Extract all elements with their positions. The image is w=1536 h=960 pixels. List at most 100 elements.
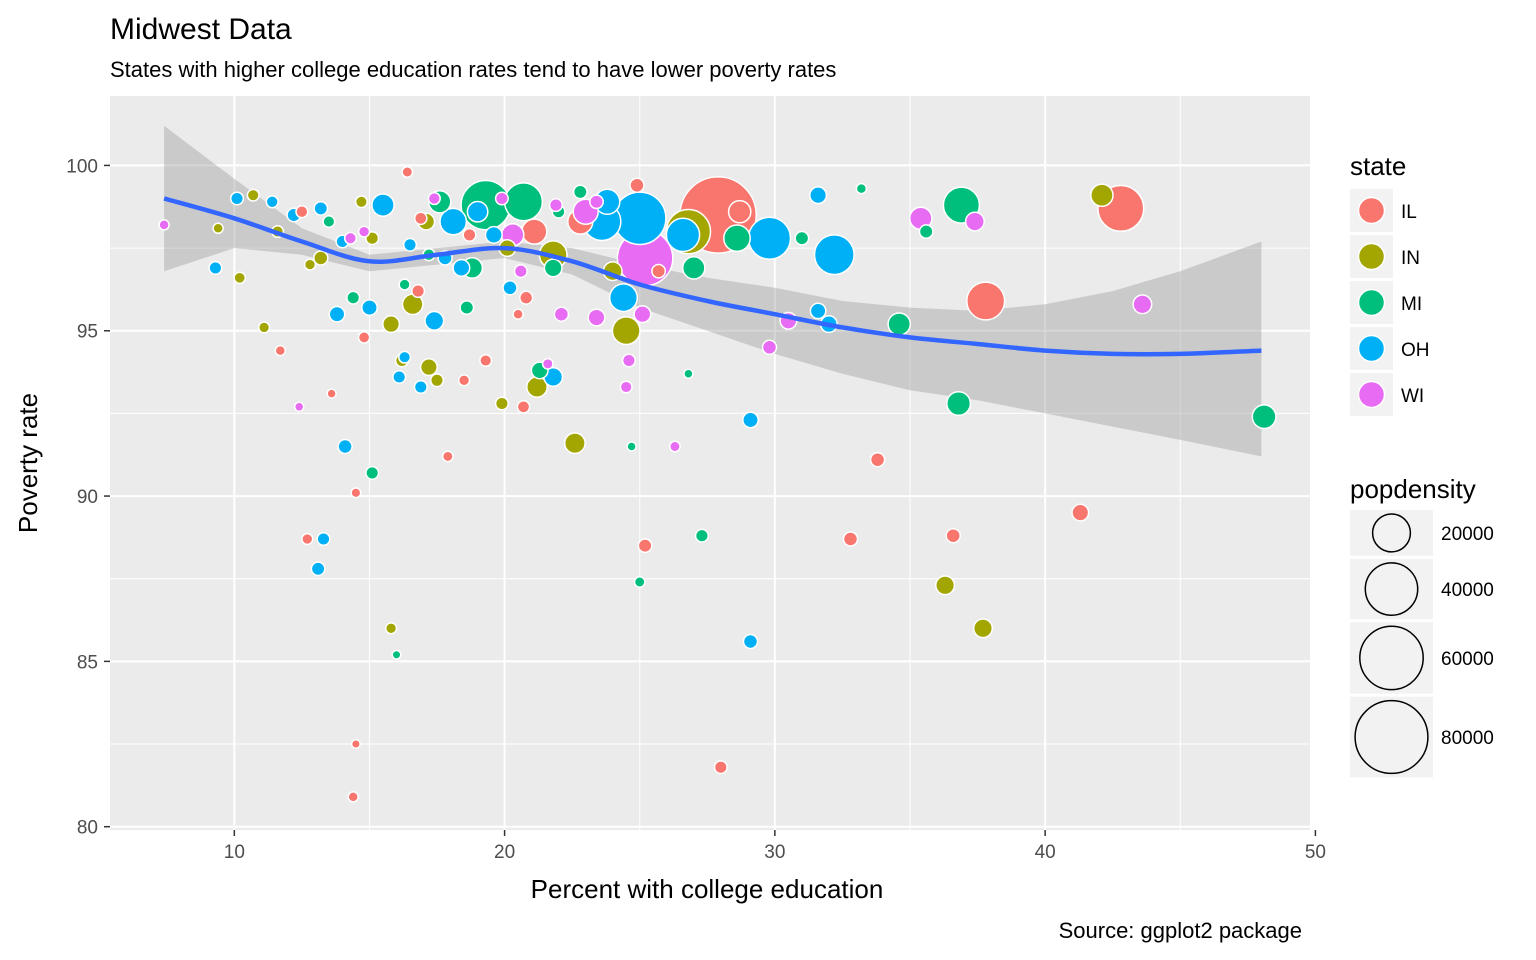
- point-mi: [503, 182, 544, 222]
- point-oh: [665, 217, 701, 253]
- point-oh: [742, 633, 759, 650]
- point-mi: [694, 528, 709, 543]
- point-mi: [683, 368, 694, 379]
- size-key-bg: [1350, 558, 1433, 620]
- point-mi: [1251, 404, 1277, 430]
- point-il: [457, 374, 471, 387]
- legend-label-in: IN: [1401, 248, 1420, 269]
- point-il: [713, 760, 728, 775]
- point-oh: [398, 350, 412, 364]
- point-in: [935, 575, 956, 596]
- point-oh: [310, 561, 326, 577]
- point-il: [462, 227, 477, 242]
- x-tick-label: 20: [494, 842, 515, 863]
- point-wi: [357, 225, 371, 238]
- chart-title: Midwest Data: [110, 13, 292, 46]
- point-in: [303, 258, 317, 271]
- legend-key-oh: [1357, 334, 1386, 363]
- point-oh: [413, 379, 428, 395]
- point-mi: [322, 215, 336, 229]
- point-mi: [723, 224, 751, 253]
- point-oh: [313, 200, 329, 216]
- point-wi: [619, 380, 633, 394]
- point-wi: [541, 357, 554, 370]
- legend-key-wi: [1357, 380, 1386, 409]
- point-in: [611, 316, 641, 346]
- point-il: [301, 532, 314, 546]
- point-oh: [809, 186, 828, 205]
- legend-label-oh: OH: [1401, 340, 1430, 361]
- point-wi: [427, 191, 441, 206]
- point-wi: [621, 353, 636, 368]
- size-key-bg: [1350, 622, 1433, 694]
- point-oh: [484, 225, 503, 244]
- size-key-bg: [1350, 510, 1433, 556]
- point-il: [357, 331, 371, 344]
- point-oh: [337, 438, 353, 455]
- point-il: [350, 738, 361, 750]
- point-wi: [548, 198, 563, 213]
- legend-label-wi: WI: [1401, 386, 1424, 407]
- point-il: [479, 353, 493, 368]
- point-in: [1090, 183, 1114, 208]
- point-mi: [794, 230, 810, 246]
- point-mi: [398, 278, 411, 291]
- point-wi: [553, 306, 570, 322]
- point-mi: [855, 182, 868, 195]
- point-il: [842, 531, 859, 547]
- point-il: [651, 263, 667, 279]
- point-in: [419, 358, 438, 377]
- size-legend-label: 80000: [1441, 728, 1494, 749]
- point-oh: [208, 260, 223, 275]
- point-il: [295, 205, 309, 219]
- legend-label-il: IL: [1401, 202, 1417, 223]
- legend-key-mi: [1357, 288, 1386, 317]
- confidence-band: [164, 125, 1262, 457]
- point-mi: [681, 256, 706, 280]
- point-in: [563, 432, 586, 455]
- legend: state IL IN MI OH WI popdensity 20000 40000 60…: [1350, 151, 1494, 778]
- point-il: [516, 399, 531, 414]
- size-legend-label: 20000: [1441, 524, 1494, 545]
- point-il: [945, 527, 961, 544]
- point-wi: [293, 401, 305, 413]
- point-wi: [964, 211, 985, 232]
- point-oh: [361, 299, 378, 317]
- x-tick-label: 30: [764, 842, 785, 863]
- point-oh: [229, 191, 245, 206]
- point-wi: [1132, 294, 1153, 315]
- x-axis-title: Percent with college education: [531, 874, 884, 904]
- point-mi: [346, 290, 361, 305]
- point-oh: [402, 237, 418, 252]
- point-il: [413, 211, 428, 226]
- point-oh: [424, 310, 445, 331]
- y-tick-label: 80: [77, 818, 98, 839]
- axes: 10 20 30 40 50 80 85 90 95 100: [66, 156, 1326, 863]
- y-tick-label: 100: [66, 156, 98, 177]
- point-oh: [612, 191, 667, 246]
- point-oh: [466, 200, 489, 223]
- point-il: [512, 308, 524, 320]
- point-oh: [439, 207, 468, 236]
- point-wi: [761, 339, 778, 356]
- point-il: [637, 538, 653, 554]
- point-il: [727, 199, 752, 224]
- size-legend-label: 40000: [1441, 580, 1494, 601]
- point-oh: [328, 305, 346, 323]
- y-tick-label: 90: [77, 487, 98, 508]
- point-il: [326, 388, 337, 399]
- point-il: [869, 451, 886, 468]
- color-legend: IL IN MI OH WI: [1350, 189, 1430, 416]
- point-oh: [813, 234, 855, 276]
- point-oh: [809, 302, 827, 320]
- point-mi: [887, 312, 912, 336]
- size-key-circle: [1359, 625, 1424, 691]
- point-oh: [742, 411, 759, 429]
- point-oh: [392, 369, 407, 385]
- point-wi: [587, 308, 606, 327]
- point-mi: [946, 390, 972, 417]
- point-il: [966, 281, 1006, 321]
- point-il: [629, 177, 645, 194]
- point-in: [212, 222, 224, 235]
